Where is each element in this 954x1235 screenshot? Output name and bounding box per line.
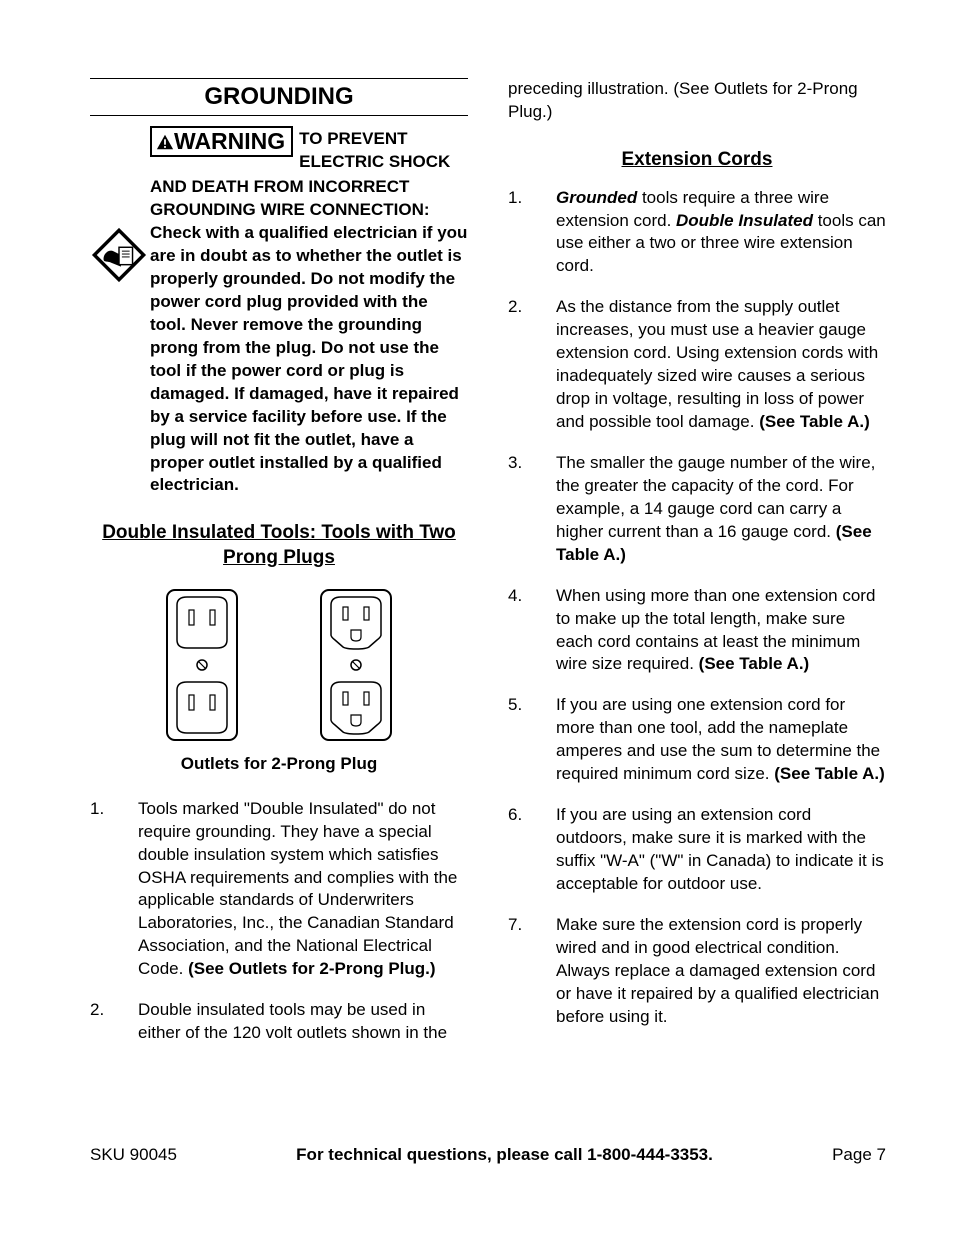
- double-insulated-title: Double Insulated Tools: Tools with Two P…: [90, 521, 468, 570]
- list-text-bold: (See Outlets for 2-Prong Plug.): [188, 959, 435, 978]
- outlet-figures: [90, 585, 468, 745]
- list-item: Grounded tools require a three wire exte…: [508, 187, 886, 279]
- footer-phone: For technical questions, please call 1-8…: [296, 1144, 713, 1167]
- extension-list: Grounded tools require a three wire exte…: [508, 187, 886, 1029]
- footer-sku: SKU 90045: [90, 1144, 177, 1167]
- warning-block: WARNING TO PREVENT ELECTRIC SHOCK AND DE…: [90, 126, 468, 497]
- double-insulated-list: Tools marked "Double Insulated" do not r…: [90, 798, 468, 1045]
- footer: SKU 90045 For technical questions, pleas…: [90, 1144, 886, 1167]
- continuation-text: preceding illustration. (See Outlets for…: [508, 78, 886, 124]
- read-manual-icon: [90, 226, 148, 284]
- list-item: Tools marked "Double Insulated" do not r…: [90, 798, 468, 982]
- list-item: As the distance from the supply outlet i…: [508, 296, 886, 434]
- list-text: Tools marked "Double Insulated" do not r…: [138, 799, 457, 979]
- right-column: preceding illustration. (See Outlets for…: [508, 78, 886, 1063]
- list-item: Double insulated tools may be used in ei…: [90, 999, 468, 1045]
- list-text-bi: Double Insulated: [676, 211, 813, 230]
- list-text: If you are using an extension cord outdo…: [556, 805, 884, 893]
- list-text-bold: (See Table A.): [759, 412, 870, 431]
- outlet-2prong-ground-icon: [301, 585, 411, 745]
- warning-label-text: WARNING: [174, 128, 285, 154]
- list-text-bi: Grounded: [556, 188, 637, 207]
- outlet-2prong-flat-icon: [147, 585, 257, 745]
- list-text: Make sure the extension cord is properly…: [556, 915, 879, 1026]
- manual-icon-col: [90, 126, 150, 497]
- list-text-bold: (See Table A.): [774, 764, 885, 783]
- warning-label: WARNING: [150, 126, 293, 157]
- list-text: The smaller the gauge number of the wire…: [556, 453, 875, 541]
- warning-lead-start: TO PREVENT ELECTRIC SHOCK: [299, 126, 468, 174]
- warning-triangle-icon: [156, 133, 174, 151]
- outlet-caption: Outlets for 2-Prong Plug: [90, 753, 468, 776]
- warning-body: Check with a qualified electrician if yo…: [150, 222, 468, 497]
- list-item: When using more than one extension cord …: [508, 585, 886, 677]
- list-item: The smaller the gauge number of the wire…: [508, 452, 886, 567]
- list-item: If you are using one extension cord for …: [508, 694, 886, 786]
- list-item: If you are using an extension cord outdo…: [508, 804, 886, 896]
- left-column: GROUNDING: [90, 78, 468, 1063]
- extension-cords-title: Extension Cords: [508, 148, 886, 173]
- list-item: Make sure the extension cord is properly…: [508, 914, 886, 1029]
- content-columns: GROUNDING: [90, 78, 886, 1063]
- warning-lead-cont: AND DEATH FROM INCORRECT GROUNDING WIRE …: [150, 176, 468, 222]
- grounding-title: GROUNDING: [90, 78, 468, 116]
- list-text: Double insulated tools may be used in ei…: [138, 1000, 447, 1042]
- footer-page: Page 7: [832, 1144, 886, 1167]
- list-text: As the distance from the supply outlet i…: [556, 297, 878, 431]
- list-text-bold: (See Table A.): [699, 654, 810, 673]
